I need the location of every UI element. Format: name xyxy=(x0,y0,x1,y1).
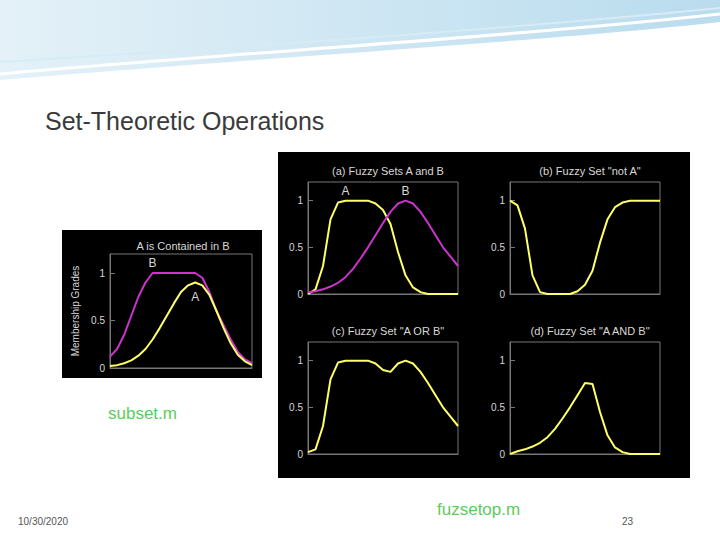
svg-text:B: B xyxy=(401,184,409,198)
svg-text:0.5: 0.5 xyxy=(289,242,303,253)
html-text:23: 23 xyxy=(622,516,634,527)
html-text:fuzsetop.m: fuzsetop.m xyxy=(437,500,521,519)
svg-text:A is Contained in B: A is Contained in B xyxy=(137,240,230,252)
svg-text:1: 1 xyxy=(297,355,303,366)
svg-text:Membership Grades: Membership Grades xyxy=(70,266,81,357)
svg-text:0: 0 xyxy=(499,289,505,300)
svg-text:0: 0 xyxy=(99,363,105,374)
svg-text:0.5: 0.5 xyxy=(289,402,303,413)
svg-text:0: 0 xyxy=(297,289,303,300)
svg-text:A: A xyxy=(341,184,349,198)
svg-text:1: 1 xyxy=(499,355,505,366)
svg-text:1: 1 xyxy=(297,195,303,206)
svg-text:0: 0 xyxy=(499,449,505,460)
svg-text:(d) Fuzzy Set "A AND B": (d) Fuzzy Set "A AND B" xyxy=(530,325,649,337)
html-text:10/30/2020: 10/30/2020 xyxy=(18,516,69,527)
svg-text:A: A xyxy=(191,290,199,304)
svg-text:1: 1 xyxy=(99,268,105,279)
svg-text:0.5: 0.5 xyxy=(491,242,505,253)
svg-text:0.5: 0.5 xyxy=(491,402,505,413)
svg-text:(a) Fuzzy Sets A and B: (a) Fuzzy Sets A and B xyxy=(332,165,444,177)
html-text:subset.m: subset.m xyxy=(108,404,177,423)
svg-text:(b) Fuzzy Set "not A": (b) Fuzzy Set "not A" xyxy=(539,165,640,177)
svg-text:B: B xyxy=(149,256,157,270)
svg-text:(c) Fuzzy Set "A OR B": (c) Fuzzy Set "A OR B" xyxy=(332,325,444,337)
svg-text:0.5: 0.5 xyxy=(91,315,105,326)
html-text:Set-Theoretic Operations: Set-Theoretic Operations xyxy=(45,107,325,135)
svg-text:0: 0 xyxy=(297,449,303,460)
svg-text:1: 1 xyxy=(499,195,505,206)
